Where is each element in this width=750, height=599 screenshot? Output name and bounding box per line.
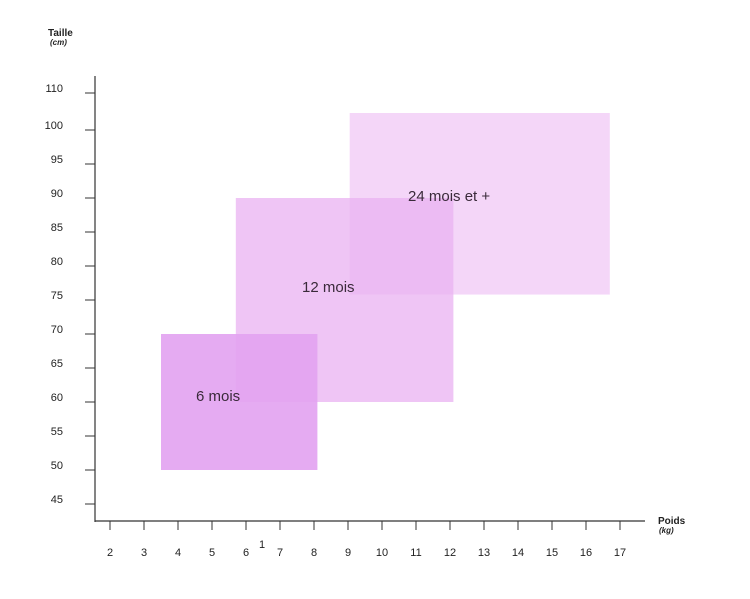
y-tick-label-85: 85: [51, 222, 63, 234]
y-tick-label-55: 55: [51, 426, 63, 438]
x-tick-label-5: 5: [209, 547, 215, 559]
y-tick-label-75: 75: [51, 290, 63, 302]
x-axis-title: Poids: [658, 516, 686, 527]
x-tick-label-13: 13: [478, 547, 490, 559]
y-axis-title: Taille: [48, 28, 73, 39]
y-axis-unit: (cm): [50, 38, 67, 47]
x-tick-label-9: 9: [345, 547, 351, 559]
x-tick-label-17: 17: [614, 547, 626, 559]
zone-label-0: 24 mois et +: [408, 188, 490, 205]
y-tick-label-50: 50: [51, 460, 63, 472]
x-tick-label-12: 12: [444, 547, 456, 559]
x-tick-label-14: 14: [512, 547, 524, 559]
x-tick-label-8: 8: [311, 547, 317, 559]
y-tick-label-45: 45: [51, 494, 63, 506]
zones-layer: 24 mois et + 12 mois 6 mois: [161, 113, 610, 470]
x-tick-label-7: 7: [277, 547, 283, 559]
y-tick-label-80: 80: [51, 256, 63, 268]
x-tick-label-2: 2: [107, 547, 113, 559]
y-tick-label-95: 95: [51, 154, 63, 166]
x-tick-label-16: 16: [580, 547, 592, 559]
y-tick-label-65: 65: [51, 358, 63, 370]
x-tick-label-6: 6: [243, 547, 249, 559]
x-tick-label-3: 3: [141, 547, 147, 559]
x-tick-label-4: 4: [175, 547, 181, 559]
y-tick-label-60: 60: [51, 392, 63, 404]
zone-label-2: 6 mois: [196, 388, 240, 405]
zone-rect-2: [161, 334, 318, 470]
y-tick-label-110: 110: [45, 83, 63, 95]
x-tick-label-15: 15: [546, 547, 558, 559]
x-tick-label-10: 10: [376, 547, 388, 559]
stray-x-mark: 1: [259, 539, 265, 551]
x-axis-unit: (kg): [659, 526, 674, 535]
y-tick-label-70: 70: [51, 324, 63, 336]
y-tick-label-100: 100: [45, 120, 63, 132]
axes-layer: Taille (cm) Poids (kg) 1: [48, 28, 686, 551]
zone-label-1: 12 mois: [302, 279, 355, 296]
y-tick-label-90: 90: [51, 188, 63, 200]
x-tick-label-11: 11: [410, 547, 421, 559]
